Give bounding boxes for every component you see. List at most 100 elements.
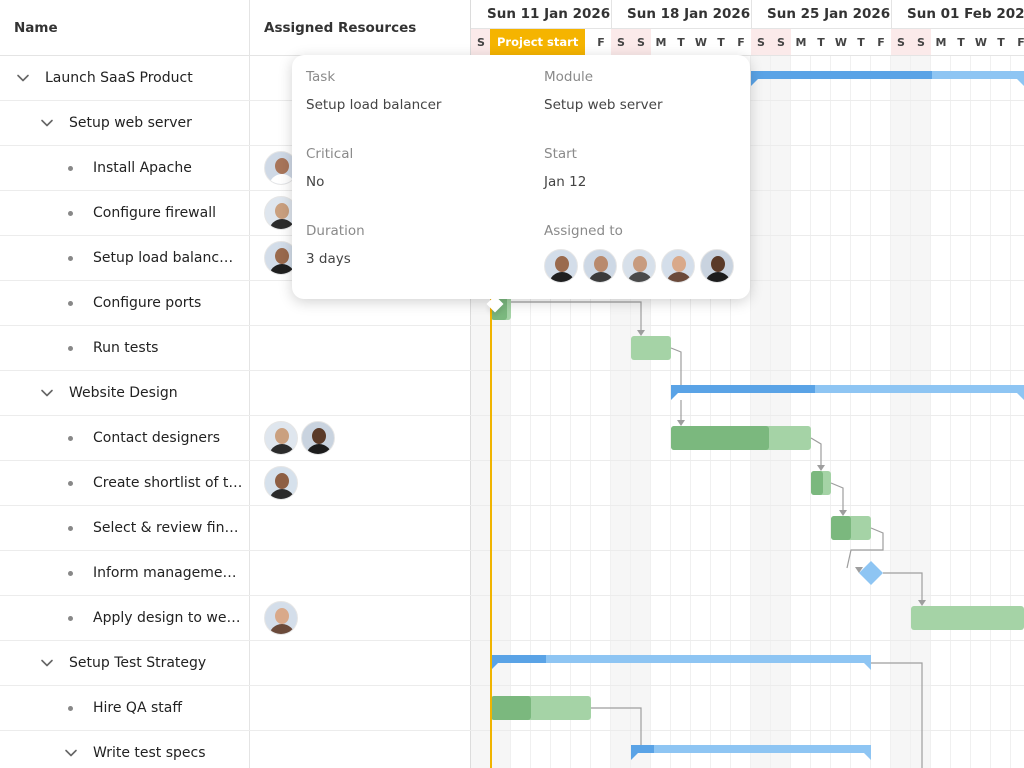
grid-group-row[interactable]: Write test specs xyxy=(0,731,471,768)
task-name: Apply design to we… xyxy=(93,610,241,626)
day-column xyxy=(951,56,971,768)
day-header: W xyxy=(974,35,988,49)
assignee-avatar[interactable] xyxy=(700,249,734,283)
grid-task-row[interactable]: Configure firewall xyxy=(0,191,471,236)
assignee-avatar[interactable] xyxy=(661,249,695,283)
dependency-connector xyxy=(511,301,642,330)
summary-bar[interactable] xyxy=(671,385,1024,393)
summary-end-cap xyxy=(864,753,871,760)
day-header: T xyxy=(957,35,965,49)
task-name: Select & review fin… xyxy=(93,520,239,536)
chevron-down-icon[interactable] xyxy=(40,116,54,130)
day-header: F xyxy=(1017,35,1024,49)
tooltip-assigned-label: Assigned to xyxy=(544,223,623,239)
summary-start-cap xyxy=(751,79,758,86)
grid-task-row[interactable]: Run tests xyxy=(0,326,471,371)
tooltip-start-value: Jan 12 xyxy=(544,174,587,190)
grid-task-row[interactable]: Select & review fin… xyxy=(0,506,471,551)
day-column xyxy=(751,56,771,768)
resource-avatar[interactable] xyxy=(301,421,335,455)
chevron-down-icon[interactable] xyxy=(16,71,30,85)
week-header: Sun 25 Jan 2026 xyxy=(767,6,891,22)
day-column xyxy=(851,56,871,768)
name-column-header[interactable]: Name xyxy=(14,20,58,36)
milestone-diamond[interactable] xyxy=(859,561,883,585)
tooltip-module-value: Setup web server xyxy=(544,97,663,113)
avatar-body xyxy=(549,272,575,282)
avatar-body xyxy=(269,264,295,274)
task-bar[interactable] xyxy=(631,336,671,360)
connector-arrowhead xyxy=(817,465,825,471)
grid-task-row[interactable]: Create shortlist of t… xyxy=(0,461,471,506)
chevron-down-icon[interactable] xyxy=(64,746,78,760)
task-name: Hire QA staff xyxy=(93,700,182,716)
task-name: Install Apache xyxy=(93,160,192,176)
grid-task-row[interactable]: Configure ports xyxy=(0,281,471,326)
task-bar[interactable] xyxy=(911,606,1024,630)
task-name: Configure firewall xyxy=(93,205,216,221)
avatar-head xyxy=(275,248,289,264)
assignee-avatar[interactable] xyxy=(583,249,617,283)
row-divider xyxy=(471,370,1024,371)
day-header: F xyxy=(597,35,605,49)
grid-group-row[interactable]: Launch SaaS Product xyxy=(0,56,471,101)
grid-group-row[interactable]: Website Design xyxy=(0,371,471,416)
day-header: S xyxy=(911,29,931,55)
avatar-body xyxy=(269,174,295,184)
assignee-avatar[interactable] xyxy=(544,249,578,283)
column-separator xyxy=(249,0,250,768)
grid-task-row[interactable]: Inform manageme… xyxy=(0,551,471,596)
week-header: Sun 01 Feb 2026 xyxy=(907,6,1024,22)
day-header: W xyxy=(694,35,708,49)
bullet-icon xyxy=(68,436,73,441)
day-header: T xyxy=(817,35,825,49)
day-header: M xyxy=(935,35,947,49)
task-name: Configure ports xyxy=(93,295,202,311)
dependency-connector xyxy=(883,572,923,600)
tooltip-module-label: Module xyxy=(544,69,594,85)
summary-end-cap xyxy=(864,663,871,670)
grid-task-row[interactable]: Hire QA staff xyxy=(0,686,471,731)
row-divider xyxy=(471,640,1024,641)
connector-arrowhead xyxy=(637,330,645,336)
resource-avatar[interactable] xyxy=(264,466,298,500)
day-column xyxy=(511,56,531,768)
tooltip-start-label: Start xyxy=(544,146,577,162)
project-start-label: Project start xyxy=(490,29,586,55)
avatar-head xyxy=(275,203,289,219)
summary-progress xyxy=(751,71,932,79)
summary-bar[interactable] xyxy=(491,655,871,663)
summary-end-cap xyxy=(1017,393,1024,400)
grid-task-row[interactable]: Contact designers xyxy=(0,416,471,461)
day-header: T xyxy=(857,35,865,49)
tooltip-duration-value: 3 days xyxy=(306,251,351,267)
connector-arrowhead xyxy=(677,420,685,426)
task-name: Setup load balanc… xyxy=(93,250,234,266)
day-column xyxy=(771,56,791,768)
grid-group-row[interactable]: Setup web server xyxy=(0,101,471,146)
bullet-icon xyxy=(68,211,73,216)
resource-avatar[interactable] xyxy=(264,421,298,455)
resource-avatar[interactable] xyxy=(264,601,298,635)
avatar-body xyxy=(269,624,295,634)
resources-column-header[interactable]: Assigned Resources xyxy=(264,20,417,36)
avatar-head xyxy=(312,428,326,444)
tooltip-critical-value: No xyxy=(306,174,325,190)
grid-group-row[interactable]: Setup Test Strategy xyxy=(0,641,471,686)
summary-progress xyxy=(491,655,546,663)
day-column xyxy=(691,56,711,768)
summary-bar[interactable] xyxy=(631,745,871,753)
task-name: Inform manageme… xyxy=(93,565,237,581)
day-header: S xyxy=(771,29,791,55)
day-header: S xyxy=(631,29,651,55)
row-divider xyxy=(471,325,1024,326)
chevron-down-icon[interactable] xyxy=(40,656,54,670)
day-column xyxy=(531,56,551,768)
day-column xyxy=(891,56,911,768)
bullet-icon xyxy=(68,166,73,171)
row-divider xyxy=(471,685,1024,686)
chevron-down-icon[interactable] xyxy=(40,386,54,400)
grid-task-row[interactable]: Apply design to we… xyxy=(0,596,471,641)
assignee-avatar[interactable] xyxy=(622,249,656,283)
grid-task-row[interactable]: Setup load balanc… xyxy=(0,236,471,281)
